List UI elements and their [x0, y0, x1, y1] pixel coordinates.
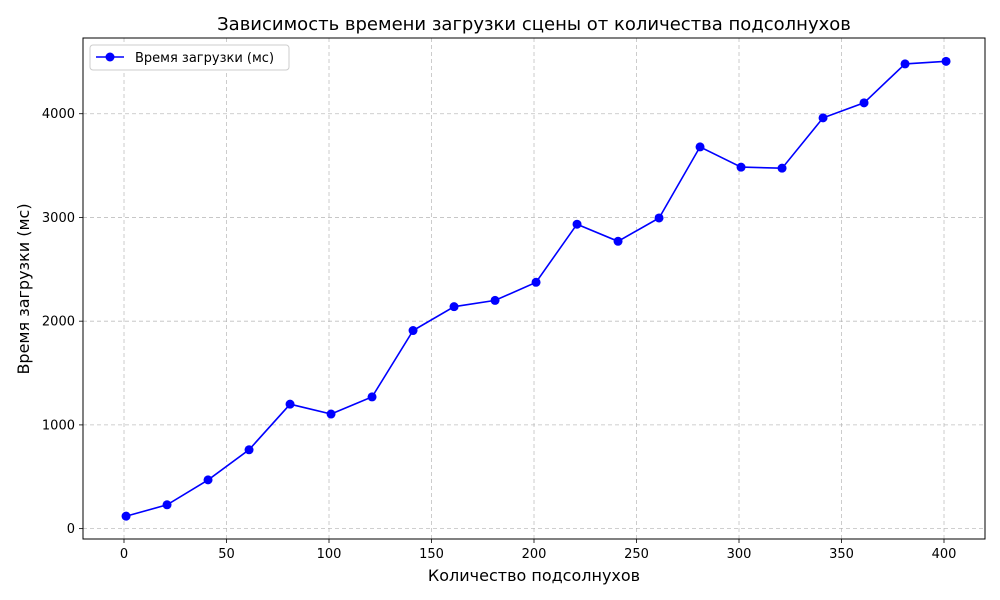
- data-point: [203, 475, 213, 485]
- x-tick-label: 250: [624, 547, 649, 562]
- data-point: [162, 500, 172, 510]
- data-point: [408, 326, 418, 336]
- x-tick-label: 100: [317, 547, 342, 562]
- grid: [83, 38, 985, 539]
- data-point: [572, 219, 582, 229]
- x-tick-label: 300: [727, 547, 752, 562]
- data-point: [449, 302, 459, 312]
- data-point: [695, 142, 705, 152]
- x-tick-label: 50: [218, 547, 235, 562]
- x-axis-title: Количество подсолнухов: [428, 566, 640, 585]
- data-point: [326, 409, 336, 419]
- data-point: [654, 213, 664, 223]
- data-point: [818, 113, 828, 123]
- y-tick-label: 2000: [42, 315, 75, 330]
- y-axis-title: Время загрузки (мс): [14, 203, 33, 374]
- x-tick-label: 350: [829, 547, 854, 562]
- legend: Время загрузки (мс): [89, 44, 290, 71]
- series: [121, 56, 951, 521]
- data-point: [531, 277, 541, 287]
- data-point: [736, 162, 746, 172]
- data-point: [941, 56, 951, 66]
- x-tick-label: 150: [419, 547, 444, 562]
- y-tick-label: 1000: [42, 418, 75, 433]
- y-tick-label: 0: [67, 522, 75, 537]
- data-point: [285, 399, 295, 409]
- data-point: [490, 295, 500, 305]
- legend-label: Время загрузки (мс): [135, 51, 274, 66]
- legend-box: [89, 44, 290, 71]
- x-tick-label: 0: [120, 547, 128, 562]
- legend-marker: [105, 52, 115, 62]
- data-point: [367, 392, 377, 402]
- data-point: [859, 98, 869, 108]
- data-point: [121, 511, 131, 521]
- data-point: [244, 445, 254, 455]
- axis-ticks: 0 50 100 150 200 250 300 350 4000100020003000400…: [42, 107, 957, 562]
- y-tick-label: 4000: [42, 107, 75, 122]
- data-point: [777, 163, 787, 173]
- y-tick-label: 3000: [42, 211, 75, 226]
- x-tick-label: 400: [932, 547, 957, 562]
- x-tick-label: 200: [522, 547, 547, 562]
- data-point: [613, 236, 623, 246]
- chart-title: Зависимость времени загрузки сцены от ко…: [217, 14, 851, 35]
- data-point: [900, 59, 910, 69]
